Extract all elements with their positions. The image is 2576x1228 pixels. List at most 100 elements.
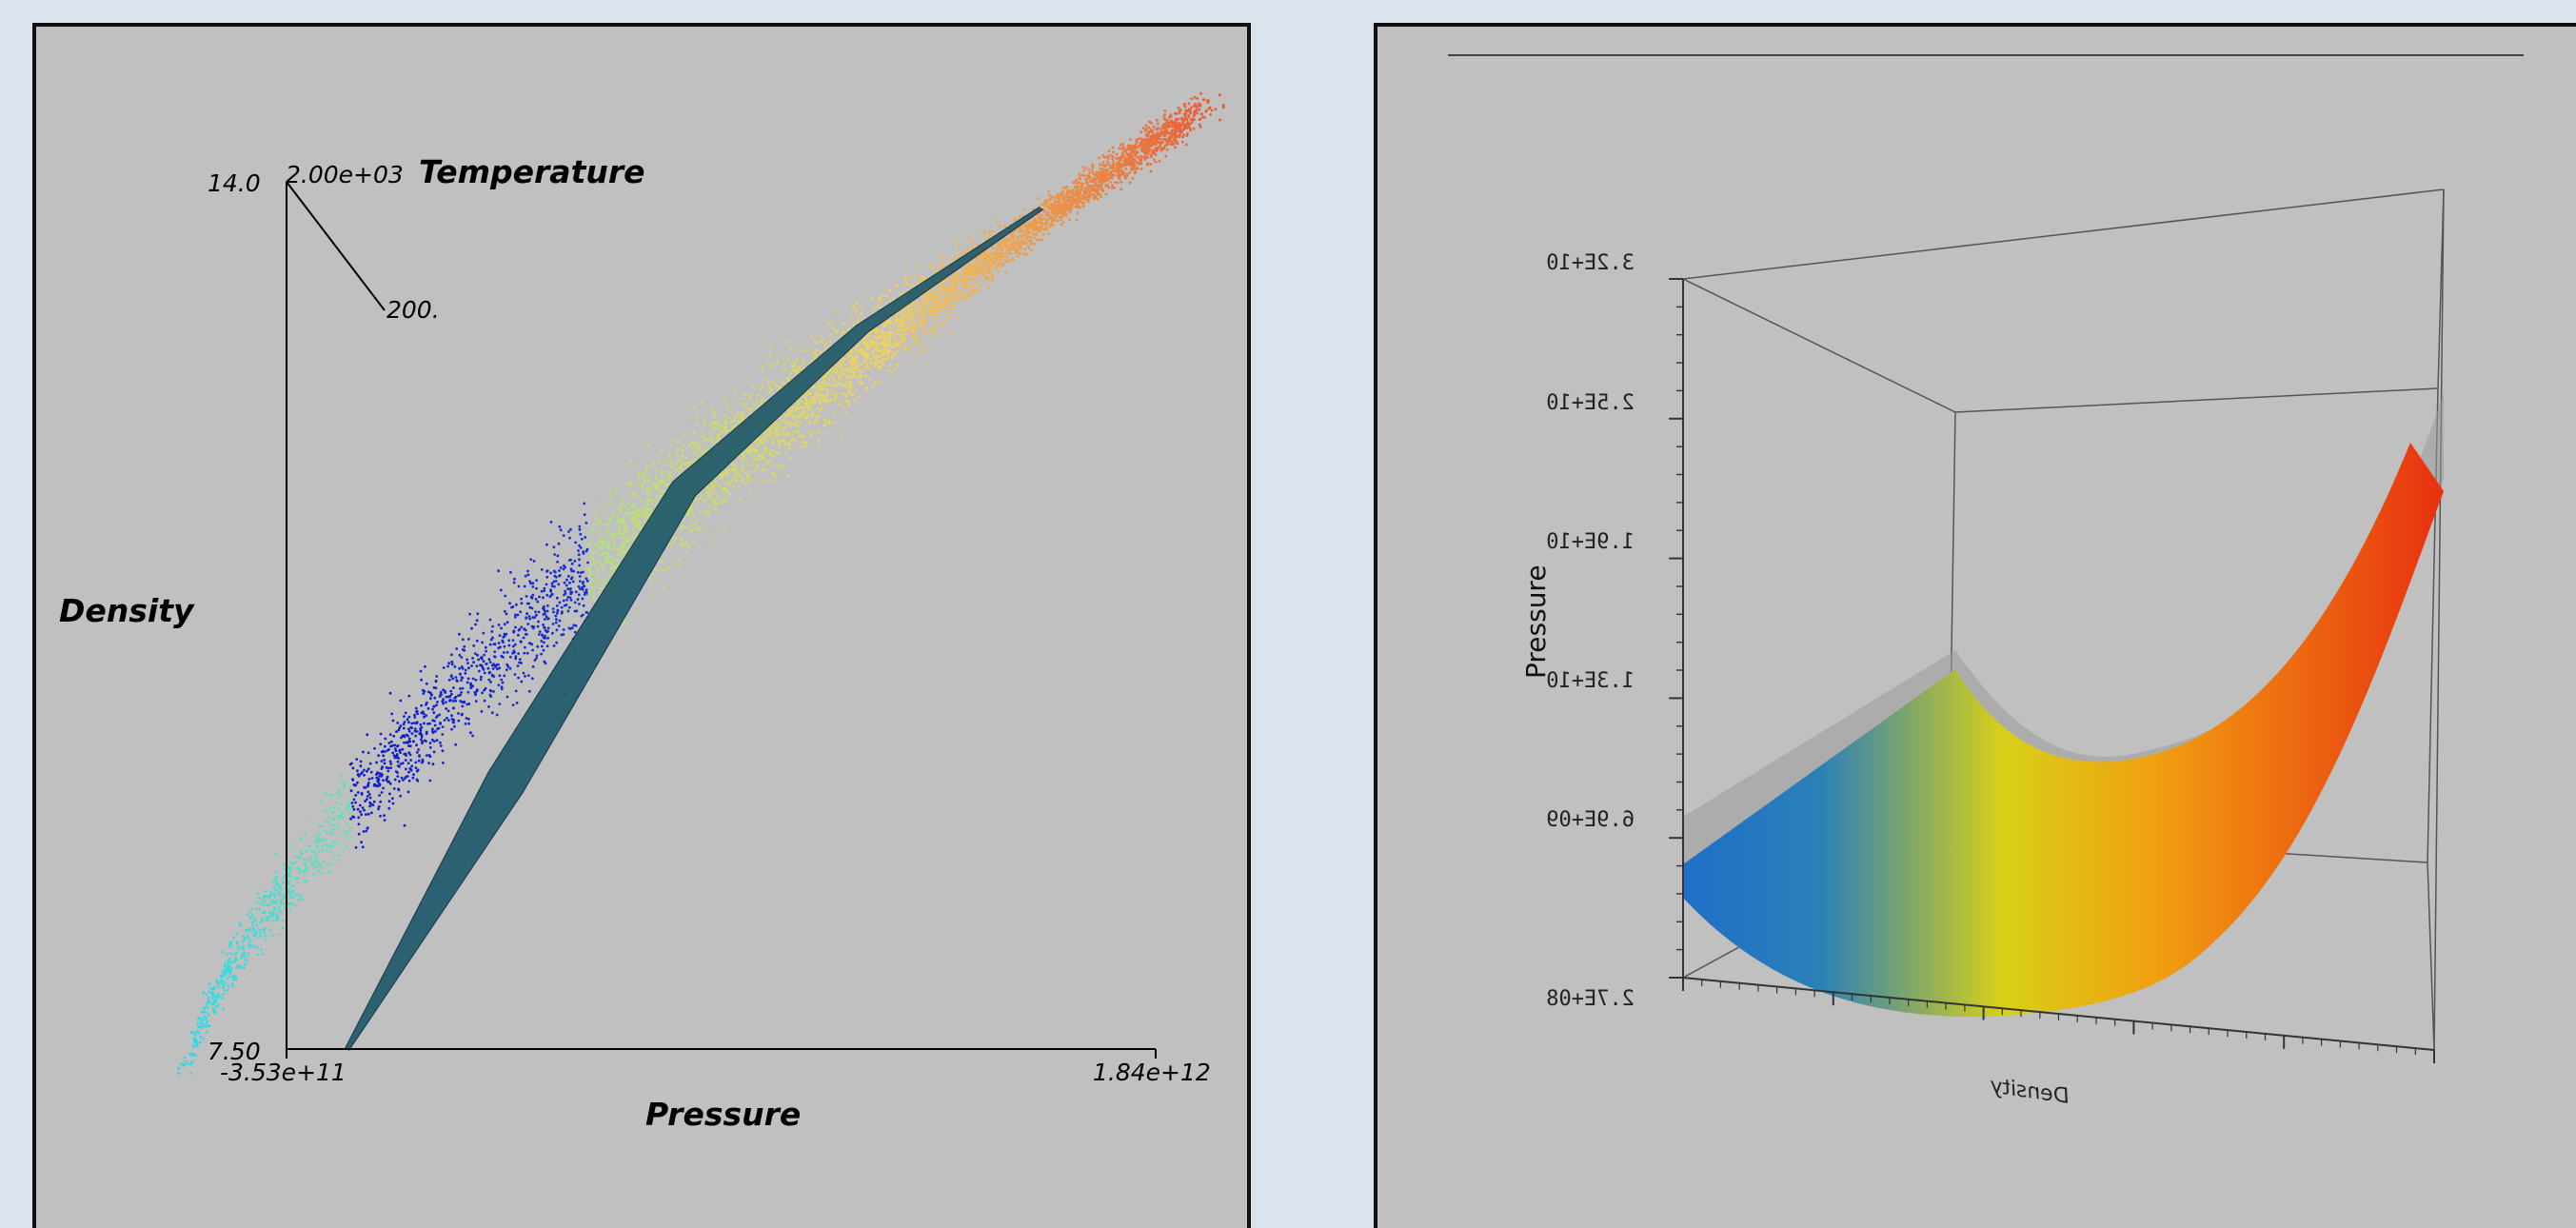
scatter-point [466,662,469,664]
scatter-point [213,1009,217,1013]
scatter-point [981,256,984,260]
scatter-point [283,862,287,866]
scatter-point [1148,120,1151,124]
scatter-point [640,514,644,518]
scatter-point [246,914,249,917]
scatter-point [379,814,382,818]
scatter-point [1188,109,1192,111]
scatter-point [995,258,999,261]
scatter-point [404,759,407,762]
scatter-point [607,554,611,558]
scatter-point [602,583,605,586]
scatter-point [683,433,686,437]
scatter-point [947,276,951,280]
scatter-point [640,483,644,486]
scatter-point [1141,140,1144,144]
scatter-point [606,523,610,526]
scatter-point [880,330,883,333]
scatter-point [1170,114,1173,118]
scatter-point [720,487,723,491]
scatter-point [591,523,595,525]
scatter-point [1194,109,1198,113]
scatter-point [809,404,812,407]
scatter-point [868,367,872,371]
scatter-point [589,589,592,593]
scatter-point [897,341,900,345]
scatter-point [877,361,881,365]
scatter-point [724,422,728,426]
scatter-point [1177,106,1180,109]
scatter-point [770,464,773,467]
scatter-point [552,569,556,573]
scatter-point [428,722,431,725]
scatter-point [942,319,946,323]
scatter-point [474,700,478,703]
scatter-point [278,905,282,909]
scatter-point [587,592,591,596]
scatter-point [236,963,240,967]
scatter-point [466,703,469,706]
scatter-point [851,350,855,353]
scatter-point [1104,168,1108,171]
scatter-point [804,417,808,421]
scatter-point [523,584,526,588]
scatter-point [624,536,626,540]
scatter-point [537,633,541,636]
scatter-point [770,437,774,440]
scatter-point [795,358,799,361]
scatter-point [472,661,475,664]
scatter-point [913,340,917,343]
scatter-point [804,406,808,409]
scatter-point [399,763,403,765]
scatter-point [1144,129,1147,132]
scatter-point [940,292,943,295]
scatter-point [840,435,843,439]
scatter-point [732,485,736,488]
scatter-point [542,607,545,610]
scatter-point [401,735,405,738]
scatter-point [441,749,445,753]
scatter-point [886,321,889,325]
scatter-point [569,567,573,571]
scatter-point [403,715,406,718]
scatter-point [1131,177,1135,180]
scatter-point [287,882,290,886]
scatter-point [819,403,822,406]
scatter-point [508,602,511,605]
scatter-point [810,386,814,389]
scatter-point [466,658,468,662]
scatter-point [1018,215,1021,218]
scatter-point [739,397,743,400]
scatter-point [362,750,365,754]
scatter-point [825,345,829,348]
scatter-point [442,688,445,692]
scatter-point [469,682,472,685]
scatter-point [822,424,826,427]
scatter-point [934,309,938,313]
scatter-point [432,686,436,689]
scatter-point [1120,157,1123,161]
scatter-point [741,412,744,415]
scatter-point [461,701,464,703]
scatter-3d-chart[interactable]: 14.0 7.50 -3.53e+11 1.84e+12 2.00e+03 20… [36,27,1247,1228]
scatter-point [735,465,738,468]
scatter-point [638,525,642,528]
scatter-point [995,219,998,223]
scatter-point [543,589,546,592]
scatter-point [662,569,665,573]
scatter-point [216,992,220,996]
scatter-3d-viewport[interactable]: 14.0 7.50 -3.53e+11 1.84e+12 2.00e+03 20… [32,23,1251,1228]
scatter-point [635,520,638,524]
scatter-point [911,301,915,305]
scatter-point [221,997,225,1000]
scatter-point [339,795,343,798]
scatter-point [703,418,706,422]
scatter-point [820,381,823,385]
scatter-point [647,513,650,517]
scatter-point [857,368,860,372]
scatter-point [859,363,862,366]
scatter-point [739,473,742,476]
scatter-point [614,491,618,495]
scatter-point [541,633,544,637]
scatter-point [1203,116,1206,119]
